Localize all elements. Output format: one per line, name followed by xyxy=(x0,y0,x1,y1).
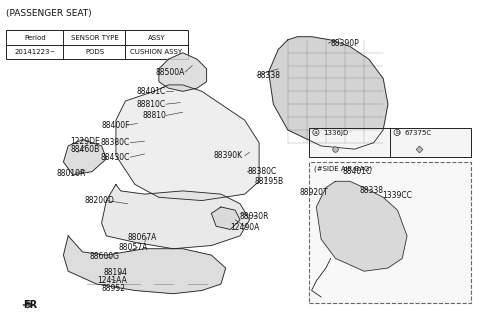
Polygon shape xyxy=(102,184,250,249)
Text: CUSHION ASSY: CUSHION ASSY xyxy=(131,49,182,55)
Text: 88810: 88810 xyxy=(142,111,166,120)
Text: 20141223~: 20141223~ xyxy=(14,49,56,55)
Text: 88067A: 88067A xyxy=(128,233,157,242)
Text: 1336JD: 1336JD xyxy=(324,130,349,136)
Text: Period: Period xyxy=(24,35,46,40)
Text: 88400F: 88400F xyxy=(102,121,130,130)
Text: b: b xyxy=(395,130,399,135)
Text: 88200D: 88200D xyxy=(85,196,115,205)
Text: 88380C: 88380C xyxy=(247,167,276,176)
Text: ASSY: ASSY xyxy=(148,35,166,40)
Text: 88380C: 88380C xyxy=(101,138,130,147)
Text: 88338: 88338 xyxy=(359,186,383,195)
Polygon shape xyxy=(316,181,407,271)
Text: a: a xyxy=(314,130,318,135)
Text: PODS: PODS xyxy=(85,49,104,55)
Text: 67375C: 67375C xyxy=(405,130,432,136)
Polygon shape xyxy=(116,85,259,201)
Text: SENSOR TYPE: SENSOR TYPE xyxy=(71,35,119,40)
Text: 88430C: 88430C xyxy=(101,153,130,162)
Bar xyxy=(309,162,471,303)
Text: 12490A: 12490A xyxy=(230,223,260,232)
Bar xyxy=(309,128,471,157)
Polygon shape xyxy=(63,140,107,175)
Text: 88810C: 88810C xyxy=(137,100,166,109)
Polygon shape xyxy=(269,37,388,149)
Text: 88600G: 88600G xyxy=(90,252,120,261)
Text: 88194: 88194 xyxy=(104,268,128,277)
Polygon shape xyxy=(159,53,206,91)
Text: FR: FR xyxy=(23,300,37,310)
Text: 88390P: 88390P xyxy=(331,39,360,48)
Text: 88401C: 88401C xyxy=(342,167,372,176)
Text: 1241AA: 1241AA xyxy=(97,276,127,285)
Bar xyxy=(6,30,188,59)
Text: 88390K: 88390K xyxy=(213,151,242,160)
Text: 88460B: 88460B xyxy=(71,145,100,154)
Polygon shape xyxy=(63,236,226,294)
Text: 88920T: 88920T xyxy=(300,188,328,197)
Text: 88952: 88952 xyxy=(102,284,126,294)
Text: 88500A: 88500A xyxy=(156,68,185,76)
Text: 88057A: 88057A xyxy=(118,243,148,252)
Text: 88030R: 88030R xyxy=(240,212,269,221)
Text: 88401C: 88401C xyxy=(137,87,166,96)
Polygon shape xyxy=(211,207,240,229)
Text: 88195B: 88195B xyxy=(254,177,284,186)
Text: 1339CC: 1339CC xyxy=(383,191,412,200)
Text: 88338: 88338 xyxy=(257,71,281,80)
Text: 1229DE: 1229DE xyxy=(71,137,100,145)
Text: 88010R: 88010R xyxy=(56,169,85,178)
Text: (#SIDE AIR BAG): (#SIDE AIR BAG) xyxy=(314,165,372,172)
Text: (PASSENGER SEAT): (PASSENGER SEAT) xyxy=(6,9,92,18)
